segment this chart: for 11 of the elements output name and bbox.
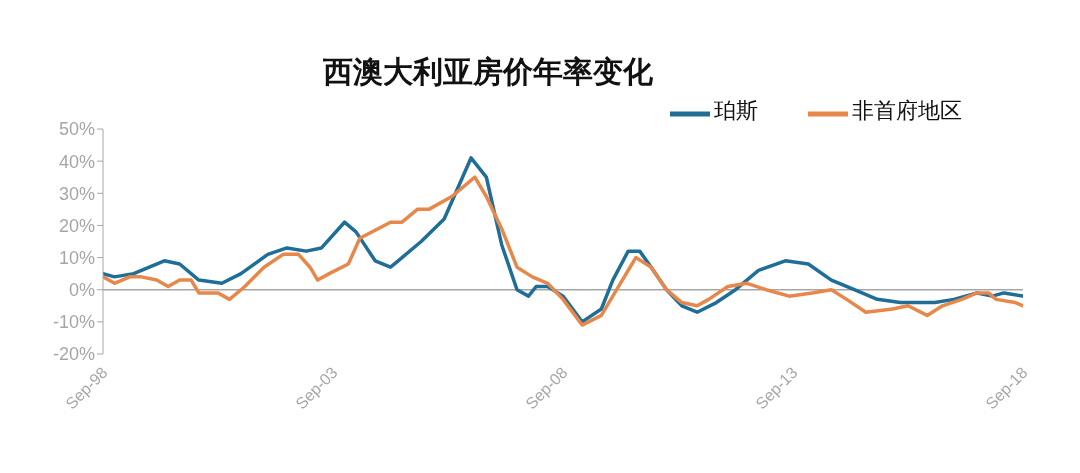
y-tick-label: 20% — [58, 215, 95, 236]
y-tick-label: 50% — [58, 119, 95, 140]
y-tick-label: 0% — [68, 280, 95, 301]
chart-title: 西澳大利亚房价年率变化 — [322, 54, 654, 90]
y-tick-label: -20% — [52, 344, 95, 365]
y-tick-label: -10% — [52, 312, 95, 333]
legend-label: 珀斯 — [714, 98, 758, 124]
y-tick-label: 30% — [58, 183, 95, 204]
legend-label: 非首府地区 — [852, 98, 962, 124]
y-tick-label: 10% — [58, 247, 95, 268]
y-tick-label: 40% — [58, 151, 95, 172]
